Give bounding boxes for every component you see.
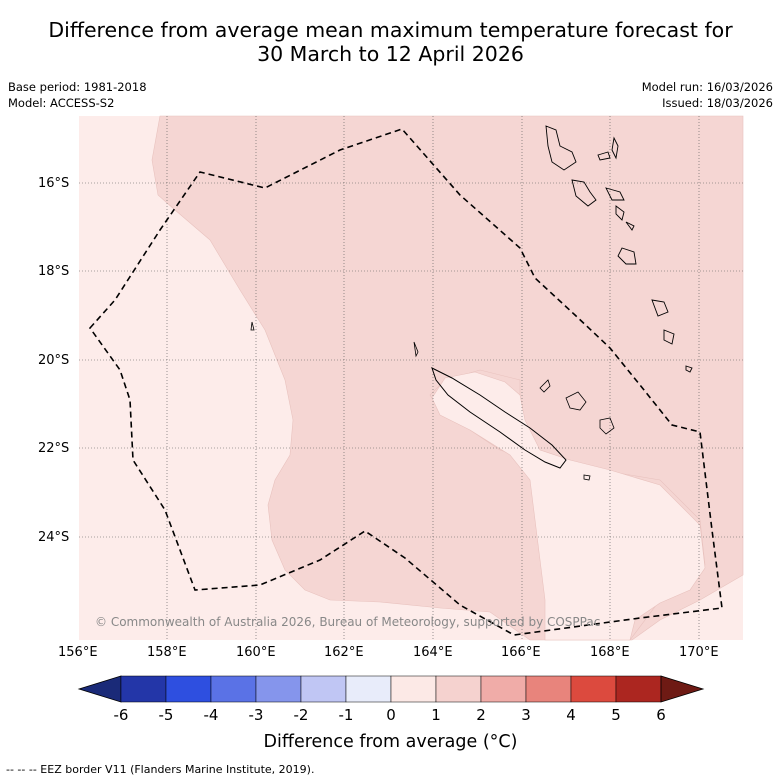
lifou-island [565, 391, 587, 411]
colorbar [77, 675, 705, 703]
lat-tick-24s: 24°S [38, 530, 70, 545]
colorbar-tick: 1 [431, 706, 441, 724]
colorbar-swatch [345, 675, 392, 703]
lon-tick-160e: 160°E [236, 645, 276, 660]
lat-tick-20s: 20°S [38, 353, 70, 368]
lon-tick-168e: 168°E [590, 645, 630, 660]
lat-tick-22s: 22°S [38, 441, 70, 456]
lon-tick-164e: 164°E [413, 645, 453, 660]
colorbar-swatch [165, 675, 212, 703]
colorbar-tick: 0 [386, 706, 396, 724]
lon-tick-162e: 162°E [324, 645, 364, 660]
colorbar-tick: 6 [656, 706, 666, 724]
title-line-1: Difference from average mean maximum tem… [48, 18, 733, 42]
title-line-2: 30 March to 12 April 2026 [257, 42, 524, 66]
colorbar-swatch [300, 675, 347, 703]
colorbar-tick: -2 [293, 706, 309, 724]
colorbar-tick: 4 [566, 706, 576, 724]
colorbar-tick: 5 [611, 706, 621, 724]
colorbar-swatch [570, 675, 617, 703]
colorbar-tick: -3 [248, 706, 264, 724]
lon-tick-156e: 156°E [58, 645, 98, 660]
colorbar-label: Difference from average (°C) [263, 732, 518, 752]
issued-date: Issued: 18/03/2026 [662, 96, 773, 110]
colorbar-tick: -6 [113, 706, 129, 724]
chesterfield-islands [250, 321, 255, 331]
gridlines [79, 116, 743, 640]
lon-tick-170e: 170°E [679, 645, 719, 660]
colorbar-swatch [120, 675, 167, 703]
base-period: Base period: 1981-2018 [8, 80, 147, 94]
colorbar-tick: -1 [338, 706, 354, 724]
vanuatu-islands [545, 125, 693, 373]
isle-of-pines [583, 474, 591, 481]
model-run: Model run: 16/03/2026 [641, 80, 773, 94]
lat-tick-16s: 16°S [38, 176, 70, 191]
anomaly-lighter-patch [431, 371, 706, 641]
colorbar-swatch [435, 675, 482, 703]
ouvea-island [539, 379, 551, 393]
colorbar-swatch [255, 675, 302, 703]
mare-island [599, 417, 615, 435]
copyright-text: © Commonwealth of Australia 2026, Bureau… [95, 615, 600, 629]
lon-tick-166e: 166°E [501, 645, 541, 660]
chart-title: Difference from average mean maximum tem… [0, 18, 781, 66]
colorbar-tick: -4 [203, 706, 219, 724]
colorbar-swatch [525, 675, 572, 703]
colorbar-tick: 2 [476, 706, 486, 724]
lat-tick-18s: 18°S [38, 264, 70, 279]
colorbar-tick: 3 [521, 706, 531, 724]
colorbar-swatch [390, 675, 437, 703]
colorbar-tick: -5 [158, 706, 174, 724]
eez-legend-footnote: -- -- -- EEZ border V11 (Flanders Marine… [6, 763, 315, 776]
belep-islands [413, 341, 419, 358]
lon-tick-158e: 158°E [147, 645, 187, 660]
meta-right: Model run: 16/03/2026 Issued: 18/03/2026 [642, 79, 773, 111]
colorbar-swatch [615, 675, 662, 703]
colorbar-over-arrow [660, 675, 705, 703]
new-caledonia-island [431, 367, 567, 469]
meta-left: Base period: 1981-2018 Model: ACCESS-S2 [8, 79, 147, 111]
colorbar-under-arrow [77, 675, 122, 703]
colorbar-swatch [480, 675, 527, 703]
colorbar-swatch [210, 675, 257, 703]
model-name: Model: ACCESS-S2 [8, 96, 115, 110]
